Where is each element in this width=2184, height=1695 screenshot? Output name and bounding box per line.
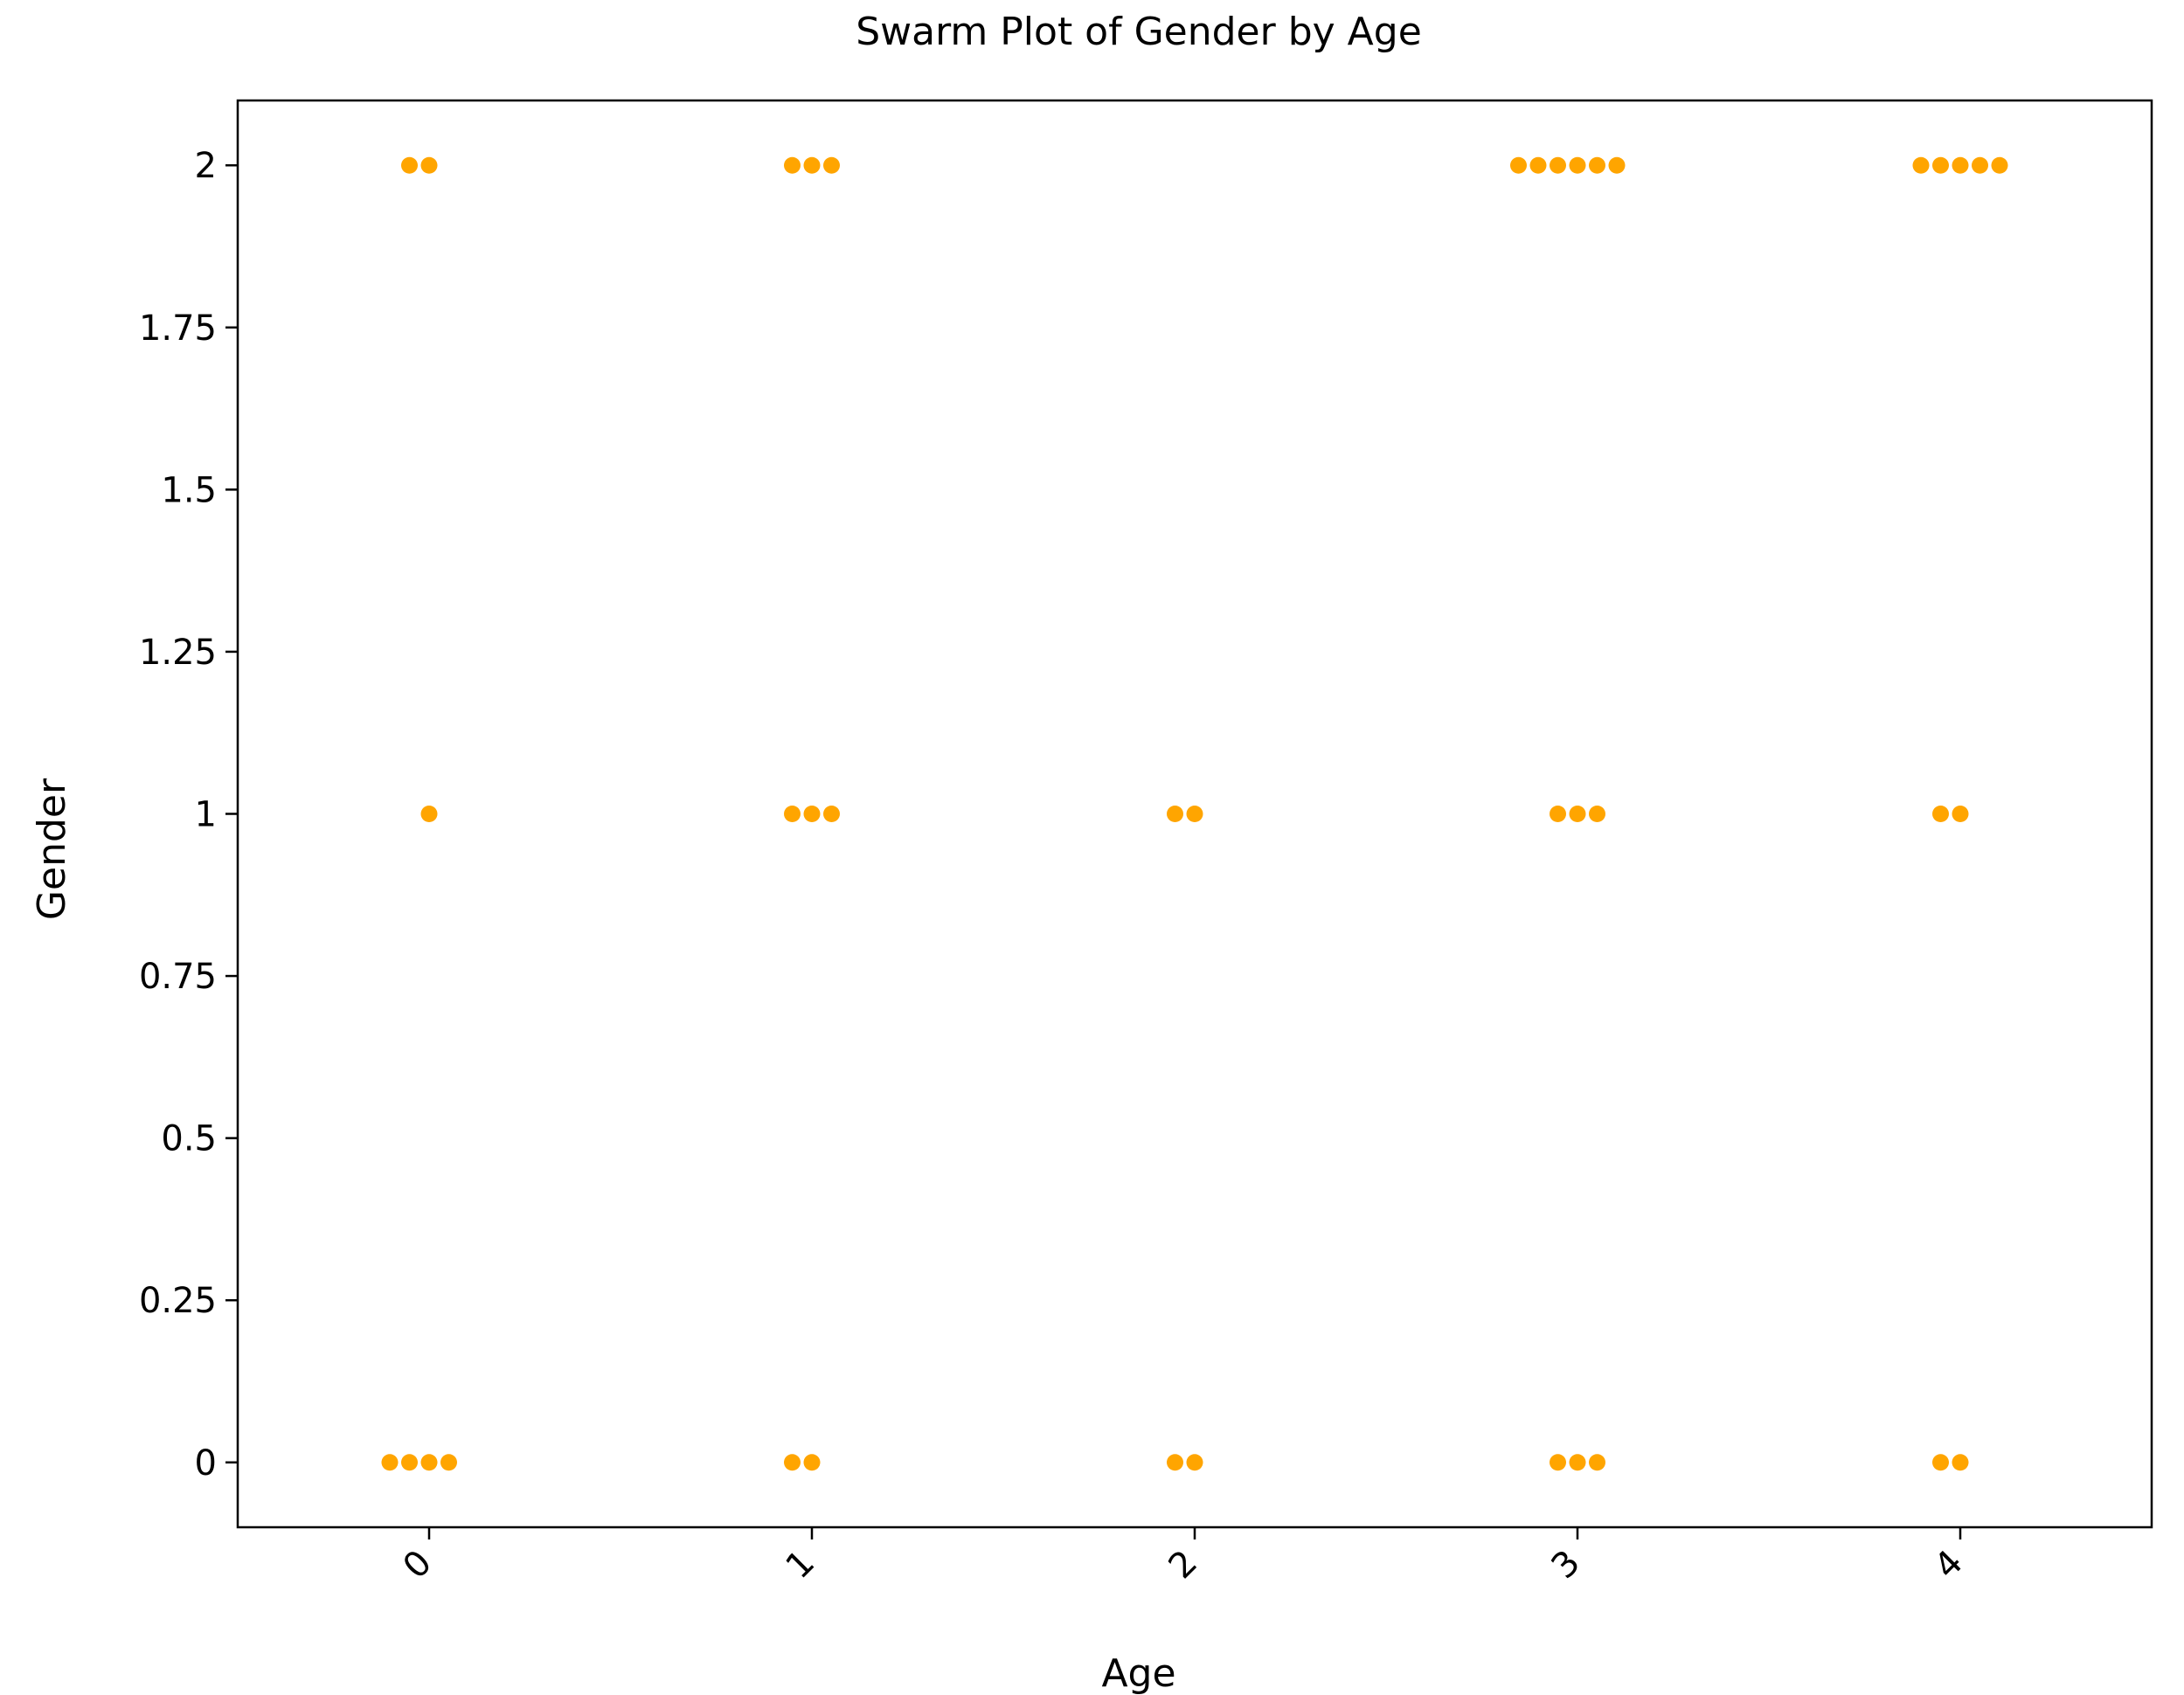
data-point (1186, 1454, 1203, 1471)
y-tick-label: 0.75 (139, 957, 217, 997)
data-point (1510, 156, 1527, 174)
data-point (803, 806, 821, 822)
y-tick-label: 1.25 (139, 633, 217, 673)
data-point (1529, 156, 1547, 174)
x-axis: 0 1 2 3 4 (396, 1527, 1972, 1588)
x-axis-label: Age (1101, 1651, 1175, 1695)
data-point (1589, 1454, 1605, 1471)
data-point (381, 1454, 399, 1471)
y-tick-label: 1.5 (161, 470, 217, 510)
y-tick-label: 2 (195, 146, 217, 186)
y-axis: 0 0.25 0.5 0.75 1 1.25 1.5 1.75 2 (139, 146, 238, 1484)
data-point (420, 1454, 438, 1471)
x-tick-label: 3 (1544, 1543, 1589, 1588)
data-point (784, 806, 801, 822)
data-point (1167, 806, 1183, 822)
data-point (1167, 1454, 1183, 1471)
data-point (1569, 806, 1586, 822)
data-point (401, 156, 418, 174)
x-tick-label: 0 (396, 1543, 440, 1588)
x-tick-label: 4 (1927, 1543, 1972, 1588)
y-tick-label: 1.75 (139, 308, 217, 349)
data-point (784, 156, 801, 174)
data-point (1550, 806, 1566, 822)
data-point (1608, 156, 1626, 174)
data-point (1932, 156, 1949, 174)
y-tick-label: 0.25 (139, 1281, 217, 1321)
data-point (440, 1454, 457, 1471)
data-point (1932, 806, 1949, 822)
data-point (1991, 156, 2008, 174)
data-point (1186, 806, 1203, 822)
data-point (803, 1454, 821, 1471)
data-points (381, 156, 2008, 1471)
data-point (1550, 156, 1566, 174)
data-point (1952, 806, 1969, 822)
y-tick-label: 0.5 (161, 1119, 217, 1159)
x-tick-label: 1 (779, 1543, 823, 1588)
data-point (1932, 1454, 1949, 1471)
data-point (1912, 156, 1930, 174)
data-point (1952, 156, 1969, 174)
data-point (1952, 1454, 1969, 1471)
data-point (1569, 1454, 1586, 1471)
data-point (401, 1454, 418, 1471)
data-point (420, 156, 438, 174)
data-point (1550, 1454, 1566, 1471)
data-point (823, 156, 840, 174)
x-tick-label: 2 (1161, 1543, 1206, 1588)
data-point (1589, 156, 1605, 174)
data-point (1589, 806, 1605, 822)
data-point (1972, 156, 1988, 174)
chart-title: Swarm Plot of Gender by Age (856, 10, 1422, 54)
data-point (803, 156, 821, 174)
data-point (784, 1454, 801, 1471)
y-axis-label: Gender (30, 778, 74, 920)
y-tick-label: 1 (195, 795, 217, 835)
data-point (420, 806, 438, 822)
y-tick-label: 0 (195, 1443, 217, 1484)
data-point (1569, 156, 1586, 174)
data-point (823, 806, 840, 822)
